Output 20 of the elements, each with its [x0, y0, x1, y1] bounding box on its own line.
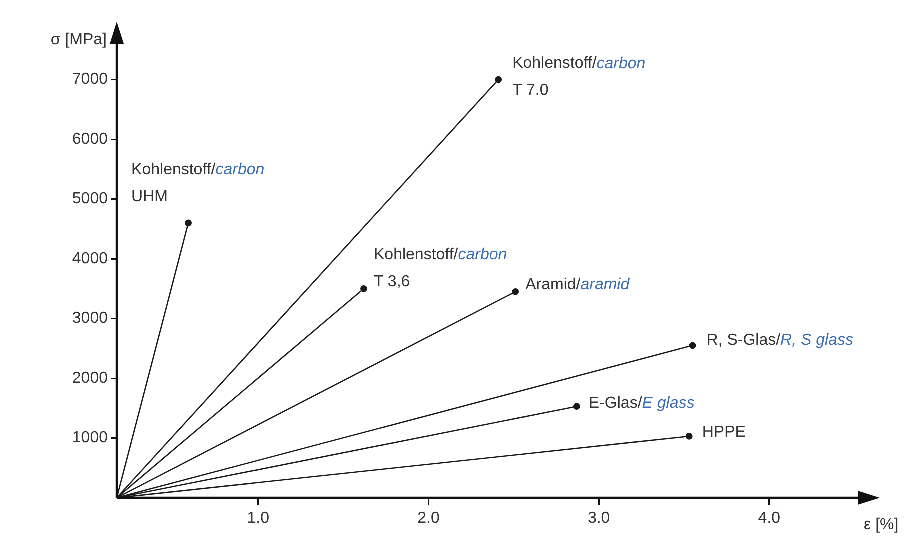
text: Kohlenstoff/carbon T 3,6 — [374, 246, 508, 290]
x-axis-title: ε [%] — [864, 516, 899, 534]
text: Kohlenstoff/carbon T 7.0 — [512, 55, 646, 100]
series-label: HPPE — [702, 424, 746, 441]
y-tick-label: 5000 — [72, 190, 108, 208]
y-tick-label: 3000 — [72, 310, 108, 328]
text: Kohlenstoff/carbon UHM — [132, 162, 265, 206]
series-label: R, S-Glas/R, S glass — [706, 332, 854, 350]
y-tick-label: 7000 — [72, 71, 108, 88]
y-tick-label: 4000 — [72, 250, 108, 268]
x-tick-label: 4.0 — [758, 510, 781, 528]
x-tick-label: 1.0 — [247, 510, 270, 528]
y-axis-title: σ [MPa] — [50, 31, 107, 48]
series-label: E-Glas/E glass — [588, 395, 695, 412]
y-tick-label: 6000 — [72, 130, 108, 148]
series-label: Aramid/aramid — [526, 276, 631, 294]
x-tick-label: 3.0 — [588, 510, 610, 528]
y-tick-label: 1000 — [72, 430, 108, 447]
x-tick-label: 2.0 — [418, 510, 440, 528]
y-tick-label: 2000 — [72, 370, 108, 387]
